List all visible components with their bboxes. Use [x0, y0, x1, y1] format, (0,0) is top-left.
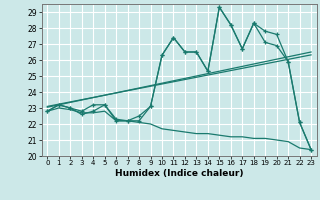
- X-axis label: Humidex (Indice chaleur): Humidex (Indice chaleur): [115, 169, 244, 178]
